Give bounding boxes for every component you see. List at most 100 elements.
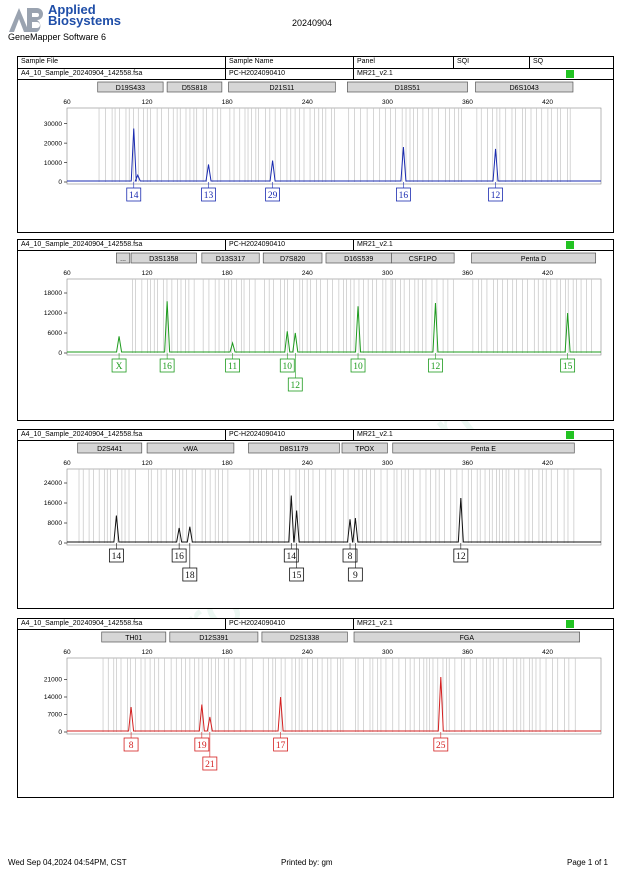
y-tick-label: 20000: [44, 140, 62, 147]
y-tick-label: 10000: [44, 160, 62, 167]
marker-bar[interactable]: [169, 631, 259, 643]
allele-label-box[interactable]: [396, 187, 411, 202]
marker-label: D8S1179: [280, 446, 309, 453]
marker-bar[interactable]: [262, 252, 323, 264]
allele-label-box[interactable]: [123, 737, 139, 752]
x-tick-label: 300: [382, 460, 393, 467]
marker-label: Penta E: [471, 446, 496, 453]
panel-name-value: MR21_v2.1: [357, 431, 393, 438]
x-tick-label: 420: [542, 270, 553, 277]
y-tick-label: 0: [58, 179, 62, 186]
x-tick-label: 360: [462, 99, 473, 106]
allele-label-box[interactable]: [201, 187, 216, 202]
allele-label-box[interactable]: [225, 358, 240, 373]
sample-name-value: PC-H2024090410: [229, 620, 286, 627]
allele-label: 12: [291, 381, 301, 391]
allele-label-box[interactable]: [265, 187, 280, 202]
allele-label-box[interactable]: [202, 756, 218, 771]
marker-bar[interactable]: [201, 252, 260, 264]
marker-label: ...: [120, 256, 126, 263]
electropherogram-chart: TH01 D12S391 D2S1338 FGA 60 120 180 240 300 360 42…: [44, 631, 602, 771]
y-tick-label: 21000: [44, 677, 62, 684]
marker-label: FGA: [460, 635, 475, 642]
marker-label: Penta D: [521, 256, 546, 263]
allele-label-box[interactable]: [273, 737, 289, 752]
allele-label: 21: [205, 760, 215, 770]
allele-label-box[interactable]: [194, 737, 210, 752]
marker-label: vWA: [183, 446, 198, 453]
x-tick-label: 300: [382, 270, 393, 277]
marker-bar[interactable]: [353, 631, 580, 643]
marker-bar[interactable]: [471, 252, 597, 264]
marker-bar[interactable]: [77, 442, 143, 454]
panel-info-row: A4_10_Sample_20240904_142558.fsa PC-H2024…: [18, 69, 613, 80]
allele-label: 8: [129, 741, 134, 751]
marker-bar[interactable]: [97, 81, 164, 93]
report-date: 20240904: [292, 18, 333, 28]
brand-line-2: Biosystems: [48, 13, 121, 28]
panel-name-value: MR21_v2.1: [357, 70, 393, 77]
marker-label: D3S1358: [149, 256, 178, 263]
allele-label-box[interactable]: [108, 548, 124, 563]
sq-status-indicator: [566, 620, 574, 628]
allele-label-box[interactable]: [126, 187, 142, 202]
allele-label: 15: [292, 571, 302, 581]
allele-label-box[interactable]: [350, 358, 366, 373]
allele-label: 25: [436, 741, 446, 751]
marker-label: D2S441: [97, 446, 122, 453]
y-tick-label: 6000: [48, 330, 63, 337]
allele-label-box[interactable]: [283, 548, 299, 563]
marker-bar[interactable]: [248, 442, 340, 454]
sample-name-value: PC-H2024090410: [229, 431, 286, 438]
marker-bar[interactable]: [116, 252, 131, 264]
marker-bar[interactable]: [341, 442, 388, 454]
marker-bar[interactable]: [166, 81, 223, 93]
x-tick-label: 120: [142, 649, 153, 656]
applied-biosystems-logo-icon: [7, 6, 47, 34]
col-sample-name: Sample Name: [229, 58, 274, 65]
marker-bar[interactable]: [130, 252, 197, 264]
allele-label: 13: [204, 191, 214, 201]
allele-label-box[interactable]: [287, 377, 303, 392]
marker-bar[interactable]: [391, 252, 455, 264]
panel-1: A4_10_Sample_20240904_142558.fsa PC-H2024…: [17, 68, 614, 233]
x-tick-label: 420: [542, 460, 553, 467]
marker-bar[interactable]: [146, 442, 235, 454]
sample-file-value: A4_10_Sample_20240904_142558.fsa: [21, 431, 143, 438]
allele-label-box[interactable]: [433, 737, 449, 752]
marker-bar[interactable]: [475, 81, 574, 93]
allele-label-box[interactable]: [279, 358, 295, 373]
allele-label-box[interactable]: [289, 567, 305, 582]
allele-label-box[interactable]: [453, 548, 469, 563]
allele-label-box[interactable]: [171, 548, 187, 563]
allele-label-box[interactable]: [111, 358, 127, 373]
panel-name-value: MR21_v2.1: [357, 241, 393, 248]
y-tick-label: 0: [58, 350, 62, 357]
marker-bar[interactable]: [347, 81, 468, 93]
x-tick-label: 120: [142, 270, 153, 277]
marker-label: TPOX: [355, 446, 374, 453]
allele-label-box[interactable]: [182, 567, 198, 582]
marker-bar[interactable]: [261, 631, 348, 643]
allele-label: 8: [348, 552, 353, 562]
marker-bar[interactable]: [228, 81, 336, 93]
marker-bar[interactable]: [101, 631, 167, 643]
allele-label-box[interactable]: [488, 187, 503, 202]
marker-label: D13S317: [216, 256, 245, 263]
x-tick-label: 300: [382, 99, 393, 106]
allele-label: 9: [353, 571, 358, 581]
marker-label: TH01: [125, 635, 142, 642]
panel-2: A4_10_Sample_20240904_142558.fsa PC-H2024…: [17, 239, 614, 421]
allele-label-box[interactable]: [342, 548, 358, 563]
marker-bar[interactable]: [392, 442, 575, 454]
allele-label: 29: [268, 191, 278, 201]
plot-area: [66, 278, 602, 356]
col-panel: Panel: [357, 58, 375, 65]
x-tick-label: 240: [302, 649, 313, 656]
x-tick-label: 120: [142, 460, 153, 467]
allele-label-box[interactable]: [159, 358, 175, 373]
allele-label-box[interactable]: [428, 358, 443, 373]
allele-label-box[interactable]: [347, 567, 363, 582]
x-tick-label: 60: [63, 99, 71, 106]
allele-label-box[interactable]: [560, 358, 576, 373]
